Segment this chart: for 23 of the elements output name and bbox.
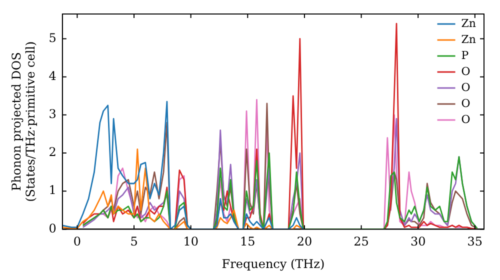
legend-label: Zn [461,16,476,30]
legend-label: O [461,64,470,78]
legend-label: O [461,80,470,94]
x-tick-label: 0 [73,234,82,249]
legend-label: O [461,96,470,110]
y-tick-label: 3 [48,107,56,122]
y-axis-title: Phonon projected DOS (States/THz·primitive cell) [9,41,38,202]
x-tick-label: 35 [467,234,483,249]
y-tick-label: 2 [48,145,56,160]
legend-label: P [461,48,470,62]
y-tick-label: 0 [48,221,56,236]
x-axis-title: Frequency (THz) [222,256,325,271]
x-tick-label: 15 [240,234,256,249]
y-tick-label: 4 [48,68,57,83]
x-tick-label: 5 [130,234,138,249]
x-tick-label: 10 [183,234,198,249]
legend-label: O [461,112,470,126]
legend-label: Zn [461,32,476,46]
x-tick-label: 25 [354,234,369,249]
y-tick-label: 5 [48,30,56,45]
x-tick-label: 30 [410,234,426,249]
y-tick-label: 1 [48,183,56,198]
x-tick-label: 20 [296,234,312,249]
